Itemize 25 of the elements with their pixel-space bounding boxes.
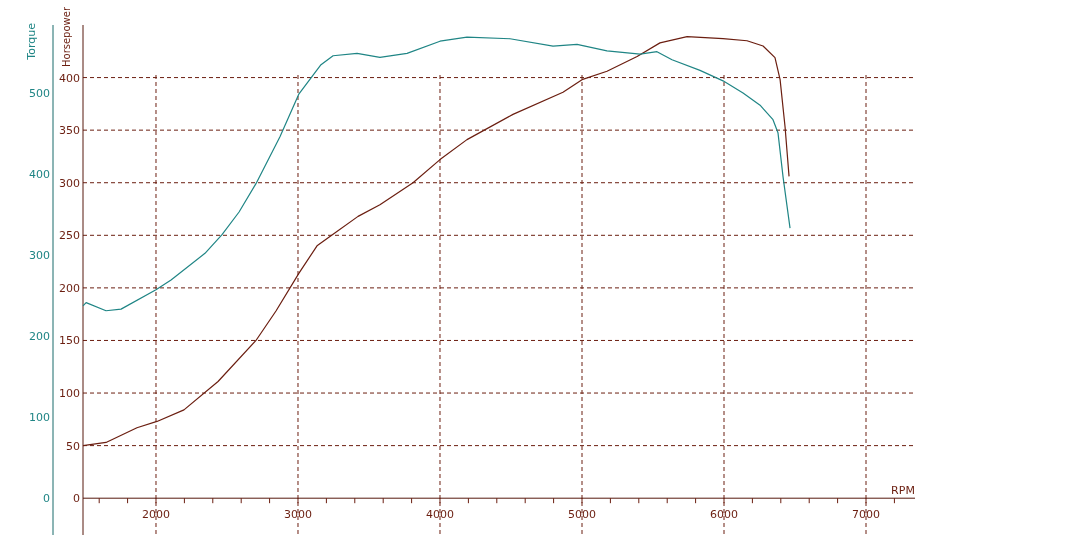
y-tick-label: 250 bbox=[59, 229, 80, 243]
x-tick-label: 3000 bbox=[283, 508, 312, 522]
x-tick-label: 2000 bbox=[141, 508, 170, 522]
x-tick-label: 6000 bbox=[710, 508, 738, 522]
x-tick-label: 7000 bbox=[852, 508, 881, 522]
y-tick-label: 400 bbox=[59, 71, 80, 85]
y-tick-label: 350 bbox=[59, 124, 80, 138]
y-tick-label: 300 bbox=[59, 176, 80, 190]
y2-tick-label: 200 bbox=[29, 329, 50, 343]
y2-tick-label: 500 bbox=[29, 87, 50, 100]
y-tick-label: 100 bbox=[59, 387, 80, 401]
y-tick-label: 150 bbox=[59, 334, 80, 348]
y2-tick-label: 300 bbox=[29, 248, 50, 262]
x-tick-label: 4000 bbox=[426, 508, 454, 522]
y-tick-label: 50 bbox=[66, 439, 80, 453]
y-axis-title: Horsepower bbox=[61, 6, 72, 67]
y2-axis-title: Torque bbox=[25, 22, 38, 61]
y2-tick-label: 400 bbox=[29, 167, 50, 181]
x-axis-title: RPM bbox=[891, 484, 915, 498]
y-tick-label: 0 bbox=[73, 492, 80, 506]
y2-tick-label: 0 bbox=[43, 491, 50, 505]
x-tick-label: 5000 bbox=[568, 508, 596, 522]
line-series bbox=[82, 36, 791, 312]
y2-tick-label: 100 bbox=[29, 410, 50, 424]
y-tick-label: 200 bbox=[59, 281, 80, 295]
